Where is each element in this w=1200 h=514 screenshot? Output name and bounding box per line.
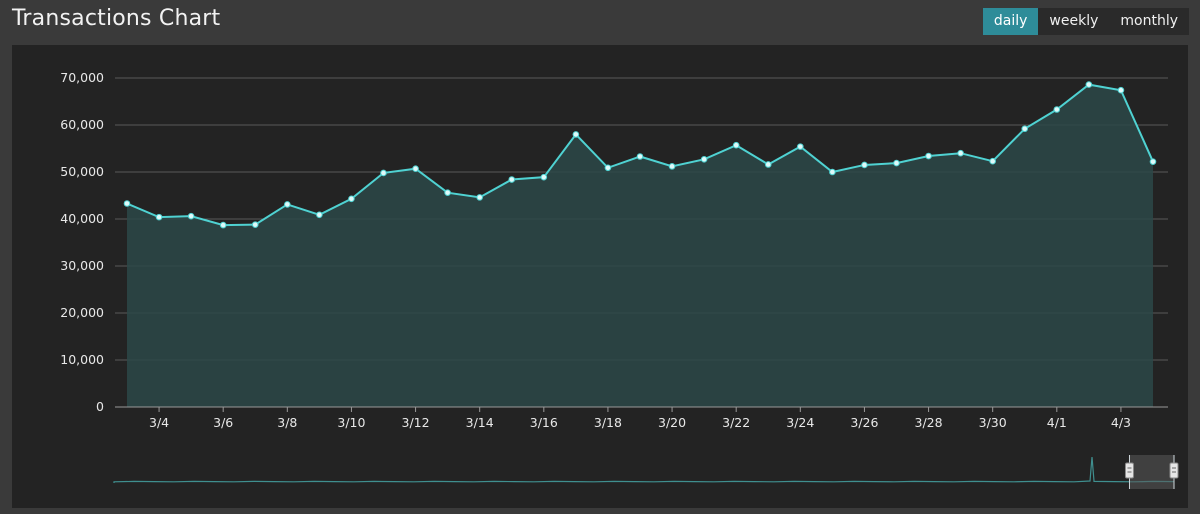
data-point[interactable]	[284, 201, 291, 208]
x-tick-label: 3/8	[277, 415, 297, 430]
x-tick-label: 3/24	[786, 415, 814, 430]
data-point[interactable]	[251, 221, 259, 228]
data-point[interactable]	[123, 200, 131, 207]
data-point[interactable]	[540, 173, 548, 181]
data-point[interactable]	[1149, 158, 1157, 165]
data-point[interactable]	[1053, 106, 1061, 113]
data-point[interactable]	[957, 149, 964, 157]
data-point[interactable]	[700, 156, 708, 163]
weekly-range-button[interactable]: weekly	[1049, 13, 1099, 29]
data-point[interactable]	[444, 189, 451, 196]
transactions-chart: 0 10,000 20,000 30,000 40,000 50,000 60,000 70,…	[60, 70, 1179, 489]
data-point[interactable]	[668, 163, 676, 170]
data-point[interactable]	[219, 221, 227, 229]
navigator-right-handle[interactable]	[1169, 462, 1179, 479]
data-point[interactable]	[316, 211, 323, 219]
data-point[interactable]	[476, 194, 483, 201]
data-point[interactable]	[732, 141, 740, 149]
y-tick-label: 20,000	[60, 305, 104, 320]
x-tick-label: 3/10	[337, 415, 365, 430]
navigator-selected-range[interactable]	[1129, 455, 1174, 489]
y-tick-label: 60,000	[60, 117, 104, 132]
data-point[interactable]	[348, 195, 355, 203]
navigator[interactable]	[113, 455, 1179, 489]
x-tick-label: 3/20	[658, 415, 686, 430]
x-tick-label: 3/30	[979, 415, 1007, 430]
data-point[interactable]	[989, 157, 996, 165]
data-point[interactable]	[380, 169, 387, 177]
range-selector: daily weekly monthly	[982, 8, 1189, 35]
y-tick-label: 40,000	[60, 211, 104, 226]
navigator-series	[113, 456, 1175, 483]
x-tick-label: 3/12	[402, 415, 430, 430]
daily-range-button[interactable]: daily	[982, 8, 1039, 35]
x-tick-label: 3/28	[915, 415, 943, 430]
navigator-left-handle[interactable]	[1124, 462, 1134, 479]
data-point[interactable]	[508, 176, 516, 183]
y-tick-label: 10,000	[60, 352, 104, 367]
chart-panel: 0 10,000 20,000 30,000 40,000 50,000 60,000 70,…	[12, 45, 1188, 508]
y-tick-label: 30,000	[60, 258, 104, 273]
data-point[interactable]	[861, 161, 868, 169]
x-tick-label: 3/16	[530, 415, 558, 430]
x-tick-label: 3/6	[213, 415, 233, 430]
y-tick-label: 0	[96, 399, 104, 414]
area-fill	[127, 84, 1153, 407]
y-tick-label: 70,000	[60, 70, 104, 85]
y-axis-labels: 0 10,000 20,000 30,000 40,000 50,000 60,000 70,…	[60, 70, 104, 414]
data-point[interactable]	[1021, 125, 1029, 133]
data-point[interactable]	[925, 152, 932, 160]
data-point[interactable]	[636, 153, 644, 160]
chart-title: Transactions Chart	[12, 6, 221, 31]
x-tick-label: 3/22	[722, 415, 750, 430]
data-point[interactable]	[1085, 81, 1093, 88]
data-point[interactable]	[187, 212, 195, 220]
y-tick-label: 50,000	[60, 164, 104, 179]
data-point[interactable]	[829, 168, 836, 176]
data-point[interactable]	[155, 213, 163, 221]
data-point[interactable]	[604, 164, 612, 172]
x-tick-label: 3/18	[594, 415, 622, 430]
x-tick-label: 4/3	[1111, 415, 1131, 430]
data-points	[123, 81, 1157, 229]
x-axis-labels: 3/4 3/6 3/8 3/10 3/12 3/14 3/16 3/18 3/20 3/22 3/2…	[149, 415, 1131, 430]
x-axis	[115, 406, 1168, 412]
data-point[interactable]	[893, 159, 900, 167]
x-tick-label: 3/4	[149, 415, 169, 430]
area-series	[126, 83, 1154, 407]
monthly-range-button[interactable]: monthly	[1120, 13, 1178, 29]
data-point[interactable]	[412, 165, 419, 173]
x-tick-label: 3/14	[466, 415, 494, 430]
x-tick-label: 3/26	[850, 415, 878, 430]
data-point[interactable]	[1117, 86, 1125, 94]
data-point[interactable]	[797, 143, 804, 150]
data-point[interactable]	[764, 161, 772, 168]
data-point[interactable]	[572, 131, 580, 138]
x-tick-label: 4/1	[1047, 415, 1067, 430]
